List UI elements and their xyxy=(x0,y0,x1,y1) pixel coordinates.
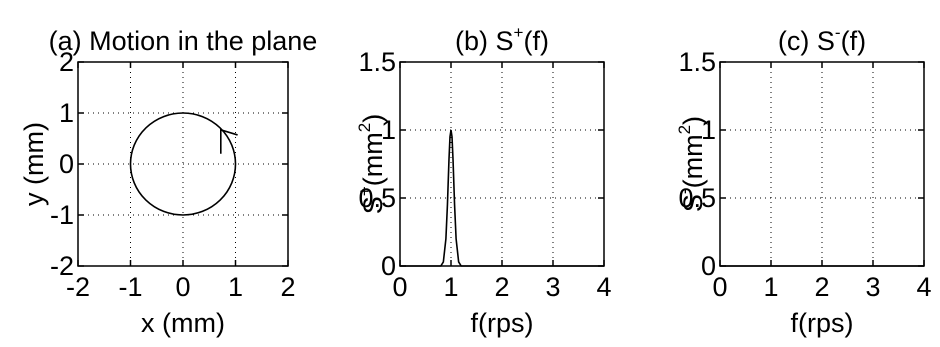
panel-a-ytick-label: -1 xyxy=(50,200,74,230)
panel-b-ylabel: S+(mm2) xyxy=(355,114,388,214)
panel-b-ylabel-mid: (mm xyxy=(358,132,388,186)
panel-c-ylabel-sup2: 2 xyxy=(675,125,694,134)
panel-a-ytick-label: 1 xyxy=(59,98,74,128)
panel-a-xtick-label: -1 xyxy=(118,272,142,302)
panel-b-title-sup: + xyxy=(514,23,524,42)
panel-c: (c) S-(f) f(rps) S-(mm2) 0 1 2 3 400.511.5 xyxy=(675,23,932,338)
panel-b-title-suffix: (f) xyxy=(523,26,548,56)
panel-a-ytick-label: 2 xyxy=(59,47,74,77)
panel-c-ytick-label: 1 xyxy=(701,115,716,145)
panel-b-xtick-label: 2 xyxy=(494,272,509,302)
panel-b-xtick-label: 3 xyxy=(545,272,560,302)
panel-a-xtick-label: 0 xyxy=(175,272,190,302)
panel-c-title-prefix: (c) S xyxy=(778,26,835,56)
panel-a-direction-arrow xyxy=(220,128,238,154)
panel-c-ytick-label: 0 xyxy=(701,251,716,281)
panel-c-ylabel-mid: (mm xyxy=(678,134,708,188)
panel-b-title-prefix: (b) S xyxy=(455,26,514,56)
panel-b-xtick-label: 0 xyxy=(392,272,407,302)
panel-b-ylabel-sup2: 2 xyxy=(355,123,374,132)
panel-b-ytick-label: 0.5 xyxy=(358,183,396,213)
panel-c-title-suffix: (f) xyxy=(841,26,866,56)
panel-b-ytick-label: 1.5 xyxy=(358,47,396,77)
panel-a-xlabel: x (mm) xyxy=(141,308,225,338)
panel-b-xlabel: f(rps) xyxy=(471,308,534,338)
panel-b-ytick-label: 0 xyxy=(381,251,396,281)
panel-c-xtick-label: 0 xyxy=(712,272,727,302)
panel-a-ylabel: y (mm) xyxy=(19,122,49,206)
panel-b-ylabel-prefix: S xyxy=(358,196,388,214)
panel-c-title: (c) S-(f) xyxy=(778,23,866,56)
panel-b: (b) S+(f) f(rps) S+(mm2) 0 1 2 3 400.511.5 xyxy=(355,23,612,338)
panel-c-xtick-label: 1 xyxy=(763,272,778,302)
panel-a: (a) Motion in the plane x (mm) y (mm) -2… xyxy=(19,26,317,338)
panel-b-xtick-label: 4 xyxy=(596,272,611,302)
panel-a-ytick-label: -2 xyxy=(50,251,74,281)
panel-a-xtick-label: -2 xyxy=(66,272,90,302)
panel-a-ytick-label: 0 xyxy=(59,149,74,179)
panel-b-xtick-label: 1 xyxy=(443,272,458,302)
panel-c-ytick-label: 0.5 xyxy=(678,183,716,213)
panel-a-xtick-label: 1 xyxy=(228,272,243,302)
panel-a-axes-frame xyxy=(77,61,289,267)
panel-c-xtick-label: 3 xyxy=(865,272,880,302)
panel-a-xtick-label: 2 xyxy=(280,272,295,302)
panel-b-ytick-label: 1 xyxy=(381,115,396,145)
panel-b-spectrum-line xyxy=(400,129,604,267)
panel-c-ytick-label: 1.5 xyxy=(678,47,716,77)
panel-a-title: (a) Motion in the plane xyxy=(49,26,318,56)
panel-c-ylabel-suffix: ) xyxy=(678,116,708,125)
panel-c-xtick-label: 2 xyxy=(814,272,829,302)
panel-c-xtick-label: 4 xyxy=(916,272,931,302)
panel-a-trajectory-circle xyxy=(129,112,237,216)
panel-c-ylabel-prefix: S xyxy=(678,194,708,212)
panel-b-title: (b) S+(f) xyxy=(455,23,549,56)
panel-b-ylabel-sup1: + xyxy=(355,186,374,196)
panel-c-ylabel-sup1: - xyxy=(675,188,694,194)
panel-c-title-sup: - xyxy=(835,23,841,42)
panel-b-ylabel-suffix: ) xyxy=(358,114,388,123)
panel-c-ylabel: S-(mm2) xyxy=(675,116,708,212)
panel-c-xlabel: f(rps) xyxy=(791,308,854,338)
